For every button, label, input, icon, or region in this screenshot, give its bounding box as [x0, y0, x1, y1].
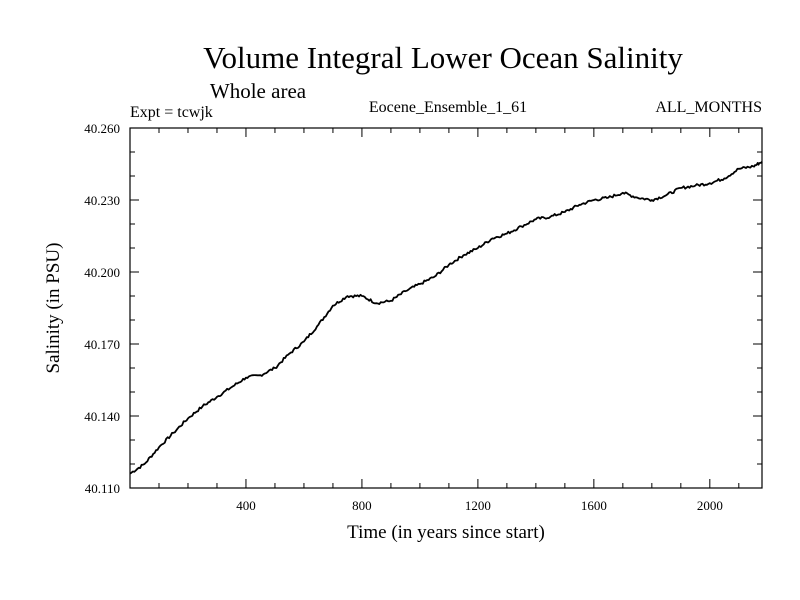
x-tick-label: 800 [352, 498, 372, 513]
x-axis-label: Time (in years since start) [347, 522, 545, 543]
expt-label: Expt = tcwjk [130, 104, 213, 121]
y-tick-label: 40.230 [84, 193, 120, 208]
chart-subtitle: Whole area [210, 79, 307, 103]
series-line-salinity [129, 161, 763, 475]
tick-labels: 400 800 1200 1600 2000 40.110 40.140 40.170 40.2… [84, 121, 723, 513]
y-tick-label: 40.110 [85, 481, 120, 496]
x-tick-label: 1200 [465, 498, 491, 513]
x-tick-label: 1600 [581, 498, 607, 513]
axis-ticks [130, 128, 762, 488]
x-tick-label: 2000 [697, 498, 723, 513]
plot-frame [129, 127, 763, 489]
y-axis-label: Salinity (in PSU) [43, 243, 64, 374]
y-tick-label: 40.170 [84, 337, 120, 352]
months-label: ALL_MONTHS [655, 99, 762, 116]
ensemble-label: Eocene_Ensemble_1_61 [369, 99, 527, 116]
y-tick-label: 40.200 [84, 265, 120, 280]
x-tick-label: 400 [236, 498, 256, 513]
y-tick-label: 40.260 [84, 121, 120, 136]
y-tick-label: 40.140 [84, 409, 120, 424]
chart-title: Volume Integral Lower Ocean Salinity [203, 40, 683, 75]
